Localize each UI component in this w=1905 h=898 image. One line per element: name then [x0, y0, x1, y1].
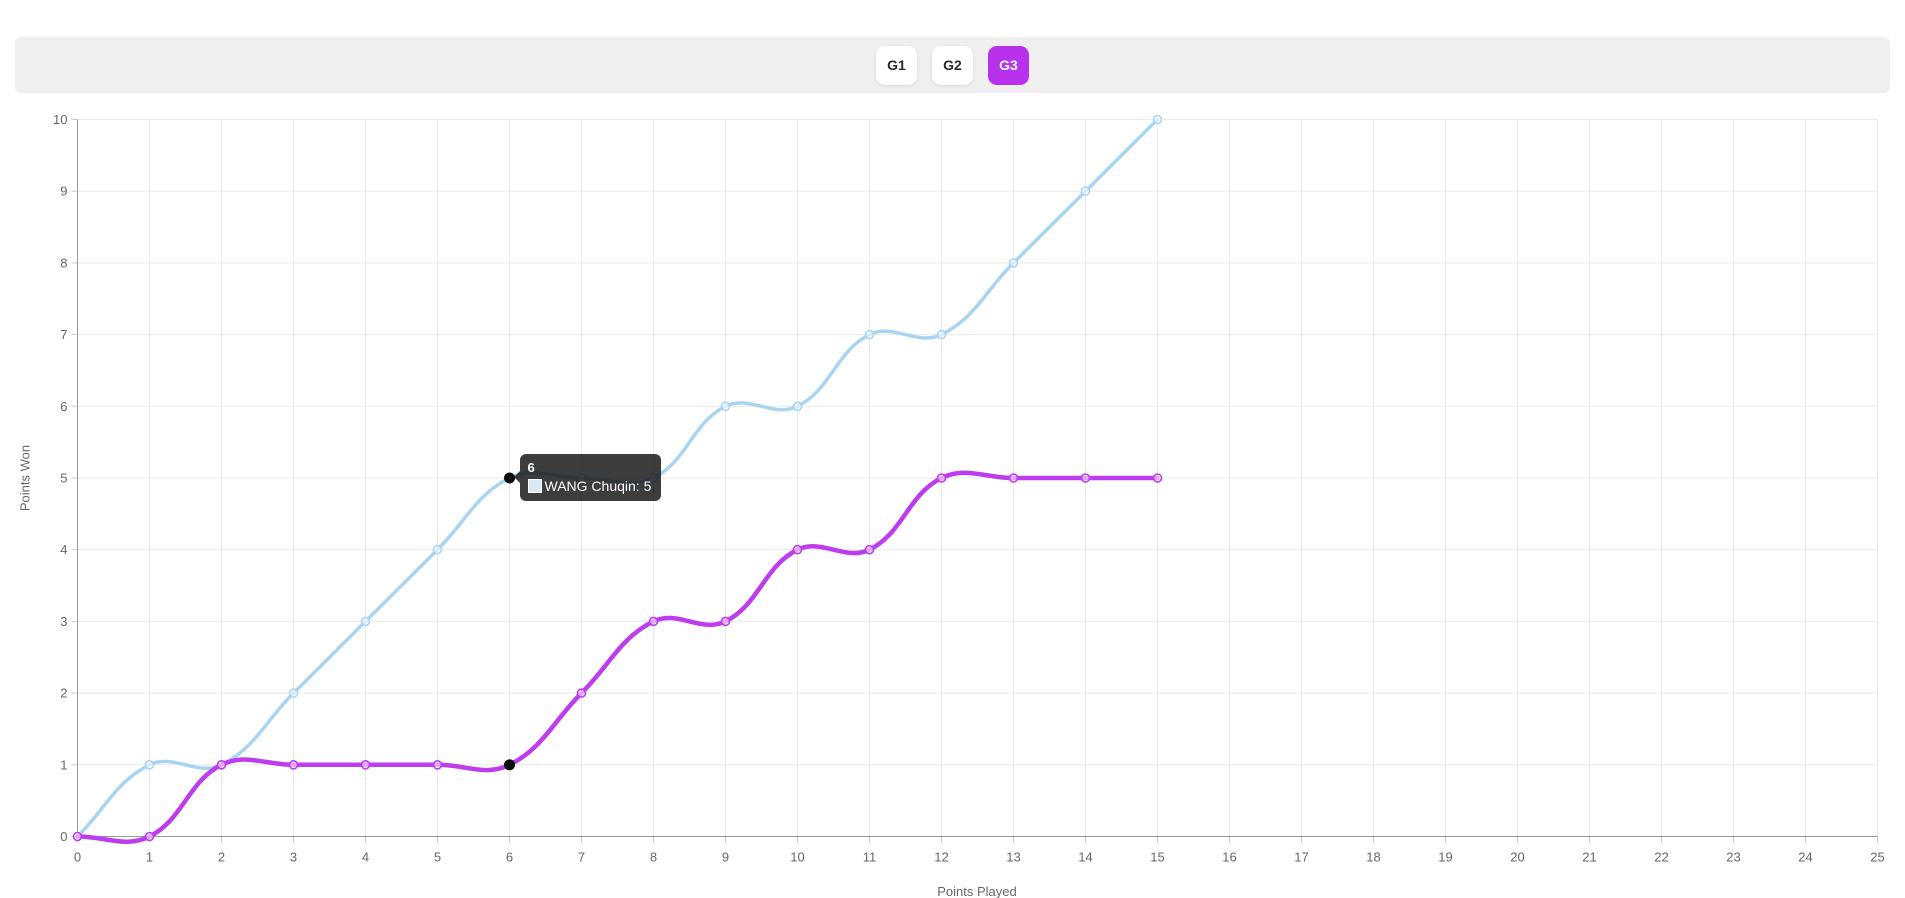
x-tick-label: 3: [290, 850, 297, 865]
y-tick-label: 6: [60, 399, 67, 414]
x-tick-label: 11: [863, 850, 877, 865]
data-point-marker[interactable]: [360, 616, 371, 627]
x-tick-label: 8: [650, 850, 657, 865]
x-tick-label: 10: [790, 850, 804, 865]
hovered-point[interactable]: [504, 759, 515, 771]
y-tick-label: 10: [53, 112, 67, 127]
data-point-marker[interactable]: [288, 688, 299, 698]
x-tick-label: 15: [1150, 850, 1164, 865]
x-tick-label: 22: [1654, 850, 1668, 865]
x-tick-label: 0: [74, 850, 81, 865]
x-tick-label: 23: [1726, 850, 1740, 865]
data-point-marker[interactable]: [432, 544, 443, 555]
x-tick-label: 5: [434, 850, 441, 865]
data-point-marker[interactable]: [432, 759, 443, 770]
data-point-marker[interactable]: [936, 329, 947, 340]
x-tick-label: 12: [934, 850, 948, 865]
x-tick-label: 2: [218, 850, 225, 865]
tab-g1[interactable]: G1: [876, 45, 917, 85]
x-tick-label: 1: [146, 850, 153, 865]
y-tick-label: 3: [60, 614, 67, 629]
data-point-marker[interactable]: [648, 473, 659, 483]
x-axis-title: Points Played: [937, 884, 1017, 898]
y-tick-label: 9: [60, 184, 67, 199]
data-point-marker[interactable]: [360, 759, 371, 770]
game-selector-toolbar: G1 G2 G3: [15, 37, 1890, 93]
y-axis-title: Points Won: [17, 444, 33, 512]
data-point-marker[interactable]: [216, 759, 227, 770]
x-tick-label: 24: [1798, 850, 1812, 865]
x-tick-label: 7: [578, 850, 585, 865]
y-tick-label: 4: [60, 542, 67, 557]
y-tick-label: 2: [60, 686, 67, 701]
data-point-marker[interactable]: [936, 473, 947, 483]
data-point-marker[interactable]: [144, 759, 155, 770]
x-tick-label: 6: [506, 850, 513, 865]
data-point-marker[interactable]: [1152, 473, 1163, 483]
data-point-marker[interactable]: [720, 616, 731, 627]
tab-g3[interactable]: G3: [988, 45, 1029, 85]
x-tick-label: 19: [1438, 850, 1452, 865]
y-tick-label: 0: [60, 829, 67, 844]
data-point-marker[interactable]: [792, 401, 803, 412]
x-tick-label: 14: [1078, 850, 1092, 865]
data-point-marker[interactable]: [72, 831, 83, 842]
data-point-marker[interactable]: [1080, 186, 1091, 196]
data-point-marker[interactable]: [864, 329, 875, 340]
data-point-marker[interactable]: [720, 401, 731, 412]
y-tick-label: 8: [60, 255, 67, 270]
x-tick-label: 25: [1870, 850, 1884, 865]
data-point-marker[interactable]: [648, 616, 659, 627]
data-point-marker[interactable]: [864, 544, 875, 555]
x-tick-label: 18: [1366, 850, 1380, 865]
x-tick-label: 20: [1510, 850, 1524, 865]
game-selector: G1 G2 G3: [876, 45, 1029, 85]
x-tick-label: 17: [1294, 850, 1308, 865]
tab-g2[interactable]: G2: [932, 45, 973, 85]
y-tick-label: 5: [60, 471, 67, 486]
x-tick-label: 9: [722, 850, 729, 865]
data-point-marker[interactable]: [1008, 473, 1019, 483]
y-tick-label: 7: [60, 327, 67, 342]
data-point-marker[interactable]: [144, 831, 155, 842]
data-point-marker[interactable]: [288, 759, 299, 770]
x-tick-label: 21: [1582, 850, 1596, 865]
x-tick-label: 13: [1006, 850, 1020, 865]
x-tick-label: 4: [362, 850, 369, 865]
series-line: [75, 470, 1160, 845]
x-tick-label: 16: [1222, 850, 1236, 865]
data-point-marker[interactable]: [1008, 258, 1019, 268]
hovered-point[interactable]: [504, 472, 515, 484]
y-tick-label: 1: [60, 757, 67, 772]
data-point-marker[interactable]: [576, 473, 587, 483]
data-point-marker[interactable]: [1080, 473, 1091, 483]
data-point-marker[interactable]: [576, 688, 587, 698]
data-point-marker[interactable]: [1152, 114, 1163, 125]
data-point-marker[interactable]: [792, 544, 803, 555]
